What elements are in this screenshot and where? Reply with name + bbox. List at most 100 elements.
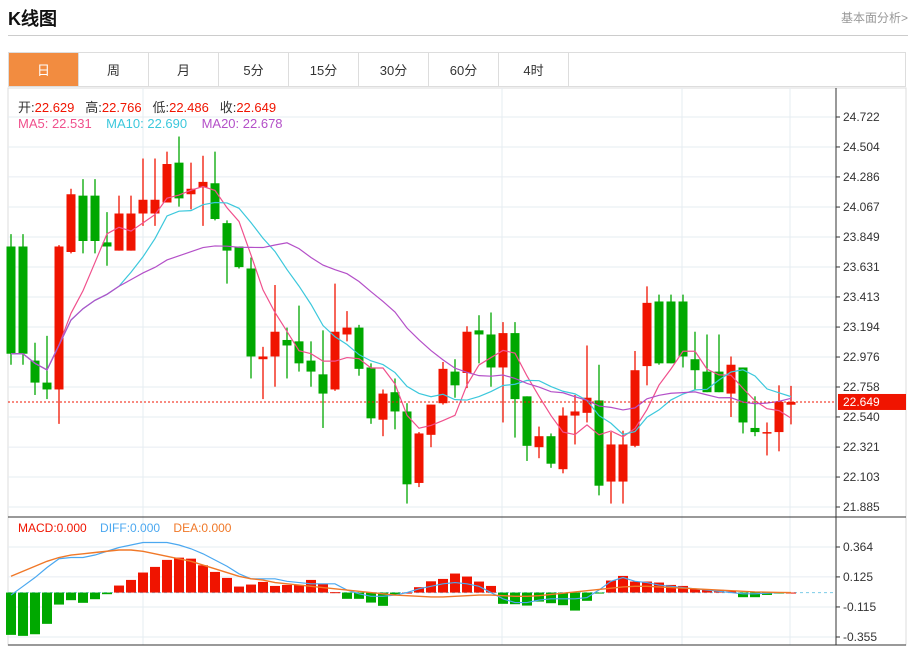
macd-bar bbox=[534, 592, 544, 602]
macd-bar bbox=[510, 592, 520, 605]
macd-tick-label: -0.355 bbox=[843, 630, 877, 644]
candle bbox=[402, 403, 412, 504]
candle-body bbox=[606, 444, 616, 482]
candle bbox=[138, 158, 148, 226]
macd-bar bbox=[618, 575, 628, 593]
candle bbox=[774, 385, 784, 452]
tab-4hour[interactable]: 4时 bbox=[499, 53, 569, 86]
candle bbox=[654, 294, 664, 365]
ma-legend: MA5: 22.531 MA10: 22.690 MA20: 22.678 bbox=[18, 116, 283, 131]
candle bbox=[42, 335, 52, 400]
candle-body bbox=[246, 268, 256, 357]
macd-bar bbox=[474, 581, 484, 593]
macd-bar bbox=[426, 581, 436, 593]
candle bbox=[114, 195, 124, 251]
tab-month[interactable]: 月 bbox=[149, 53, 219, 86]
candle-body bbox=[234, 246, 244, 268]
tab-60min[interactable]: 60分 bbox=[429, 53, 499, 86]
candle-body bbox=[90, 195, 100, 241]
current-price-label: 22.649 bbox=[843, 395, 880, 409]
macd-tick-label: -0.115 bbox=[843, 600, 876, 614]
ma5-legend: MA5: 22.531 bbox=[18, 116, 92, 131]
macd-bar bbox=[294, 584, 304, 593]
macd-bar bbox=[42, 592, 52, 624]
candle-body bbox=[738, 367, 748, 423]
macd-bar bbox=[570, 592, 580, 611]
macd-bar bbox=[594, 592, 604, 594]
candle bbox=[90, 179, 100, 254]
candle-body bbox=[474, 330, 484, 335]
tab-30min[interactable]: 30分 bbox=[359, 53, 429, 86]
tab-15min[interactable]: 15分 bbox=[289, 53, 359, 86]
candle-body bbox=[450, 371, 460, 386]
dea-legend: DEA:0.000 bbox=[173, 521, 232, 535]
candle-body bbox=[510, 333, 520, 400]
page-title: K线图 bbox=[8, 9, 57, 29]
candle bbox=[738, 367, 748, 434]
macd-bar bbox=[606, 580, 616, 593]
candle-body bbox=[186, 188, 196, 195]
macd-bar bbox=[342, 592, 352, 599]
diff-line bbox=[10, 541, 791, 604]
tab-5min[interactable]: 5分 bbox=[219, 53, 289, 86]
macd-bar bbox=[6, 592, 16, 635]
fundamental-analysis-link[interactable]: 基本面分析> bbox=[840, 11, 908, 25]
candle bbox=[18, 234, 28, 365]
candle bbox=[150, 158, 160, 226]
candle bbox=[102, 212, 112, 266]
macd-bar bbox=[234, 586, 244, 593]
candle-body bbox=[570, 411, 580, 416]
price-tick-label: 23.194 bbox=[843, 320, 880, 334]
macd-bar bbox=[642, 581, 652, 593]
macd-bar bbox=[258, 581, 268, 593]
candle-body bbox=[462, 331, 472, 373]
candle-body bbox=[678, 301, 688, 357]
close-label: 收: bbox=[219, 100, 237, 115]
candle-body bbox=[534, 436, 544, 448]
price-tick-label: 22.321 bbox=[843, 440, 880, 454]
high-value: 22.766 bbox=[101, 100, 142, 115]
macd-bar bbox=[138, 572, 148, 593]
macd-bar bbox=[150, 566, 160, 593]
candle bbox=[534, 426, 544, 459]
candle bbox=[666, 294, 676, 364]
candle bbox=[498, 322, 508, 423]
candle bbox=[762, 422, 772, 456]
candle bbox=[234, 246, 244, 269]
macd-bar bbox=[210, 571, 220, 593]
candle-body bbox=[102, 242, 112, 247]
period-tabs: 日 周 月 5分 15分 30分 60分 4时 bbox=[8, 52, 906, 87]
price-tick-label: 23.631 bbox=[843, 260, 880, 274]
candle-body bbox=[306, 360, 316, 372]
candle bbox=[198, 155, 208, 226]
candle-body bbox=[18, 246, 28, 354]
candle-body bbox=[486, 334, 496, 368]
candle bbox=[438, 361, 448, 405]
ohlc-readout: 开:22.629 高:22.766 低:22.486 收:22.649 bbox=[18, 97, 276, 116]
macd-bar bbox=[270, 585, 280, 593]
tab-day[interactable]: 日 bbox=[9, 53, 79, 86]
candle-body bbox=[294, 341, 304, 364]
candle-body bbox=[222, 223, 232, 251]
candle bbox=[786, 385, 796, 425]
candle bbox=[750, 396, 760, 437]
candle bbox=[6, 234, 16, 365]
macd-bar bbox=[114, 585, 124, 593]
macd-bar bbox=[690, 588, 700, 593]
price-tick-label: 24.067 bbox=[843, 200, 880, 214]
macd-bar bbox=[546, 592, 556, 604]
macd-bar bbox=[486, 585, 496, 593]
candle bbox=[690, 331, 700, 390]
macd-bar bbox=[78, 592, 88, 603]
candle-body bbox=[714, 371, 724, 393]
tab-week[interactable]: 周 bbox=[79, 53, 149, 86]
macd-bar bbox=[282, 584, 292, 593]
candle bbox=[702, 334, 712, 393]
macd-bar bbox=[222, 577, 232, 593]
price-tick-label: 22.540 bbox=[843, 410, 880, 424]
candle bbox=[66, 188, 76, 254]
candle bbox=[366, 363, 376, 424]
candle-body bbox=[78, 195, 88, 241]
